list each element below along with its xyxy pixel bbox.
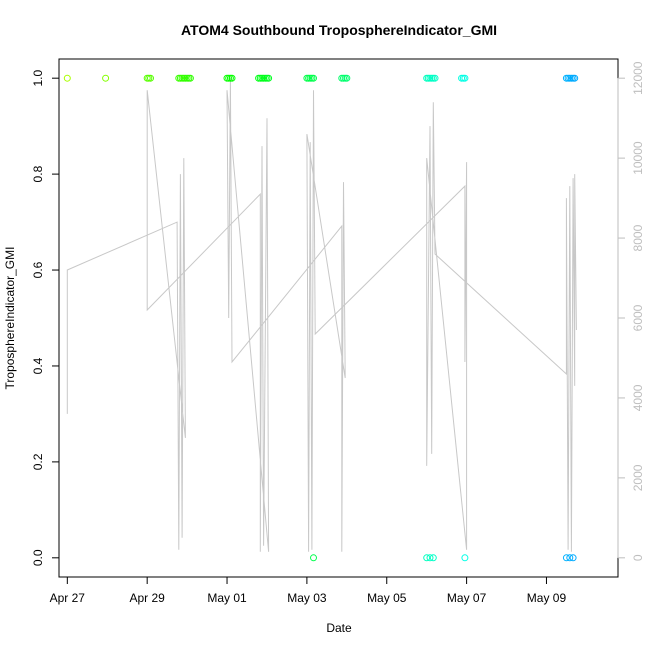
- x-tick-label: Apr 29: [129, 591, 165, 605]
- data-point: [426, 554, 434, 562]
- x-tick-label: May 09: [527, 591, 567, 605]
- x-tick-label: May 03: [287, 591, 327, 605]
- chart-title: ATOM4 Southbound TroposphereIndicator_GM…: [181, 22, 497, 38]
- data-point: [562, 554, 570, 562]
- x-axis-label: Date: [326, 621, 352, 635]
- data-point: [186, 74, 194, 82]
- data-point: [343, 74, 351, 82]
- data-point: [569, 554, 577, 562]
- y-tick-label: 1.0: [31, 70, 45, 87]
- data-point: [265, 74, 273, 82]
- data-point: [310, 74, 317, 82]
- y2-tick-label: 10000: [631, 141, 645, 175]
- data-point: [63, 74, 71, 82]
- data-point: [102, 74, 110, 82]
- y2-tick-label: 12000: [631, 61, 645, 95]
- axes: Apr 27 Apr 29 May 01 May 03 May 05 May 07 May …: [31, 58, 645, 605]
- y2-tick-label: 6000: [631, 304, 645, 331]
- secondary-trace: [66, 78, 577, 552]
- data-point: [147, 74, 154, 82]
- y-axis-label: TroposphereIndicator_GMI: [3, 247, 17, 390]
- y2-tick-label: 2000: [631, 464, 645, 491]
- data-point: [423, 554, 431, 562]
- data-point: [431, 74, 439, 82]
- x-tick-label: May 07: [447, 591, 487, 605]
- y-tick-label: 0.0: [31, 549, 45, 566]
- y-tick-label: 0.8: [31, 165, 45, 182]
- y-tick-label: 0.2: [31, 453, 45, 470]
- data-point: [429, 554, 437, 562]
- data-point: [566, 554, 574, 562]
- y-tick-label: 0.6: [31, 261, 45, 278]
- data-point: [461, 554, 469, 562]
- data-point: [461, 74, 469, 82]
- indicator-points: [63, 74, 579, 562]
- y2-tick-label: 0: [631, 554, 645, 561]
- data-point: [228, 74, 236, 82]
- y2-tick-label: 4000: [631, 384, 645, 411]
- secondary-series-line: [66, 78, 577, 552]
- x-tick-label: May 05: [367, 591, 407, 605]
- x-tick-label: May 01: [207, 591, 247, 605]
- y-tick-label: 0.4: [31, 357, 45, 374]
- data-point: [571, 74, 579, 82]
- y2-tick-label: 8000: [631, 224, 645, 251]
- x-tick-label: Apr 27: [50, 591, 86, 605]
- data-point: [310, 554, 317, 562]
